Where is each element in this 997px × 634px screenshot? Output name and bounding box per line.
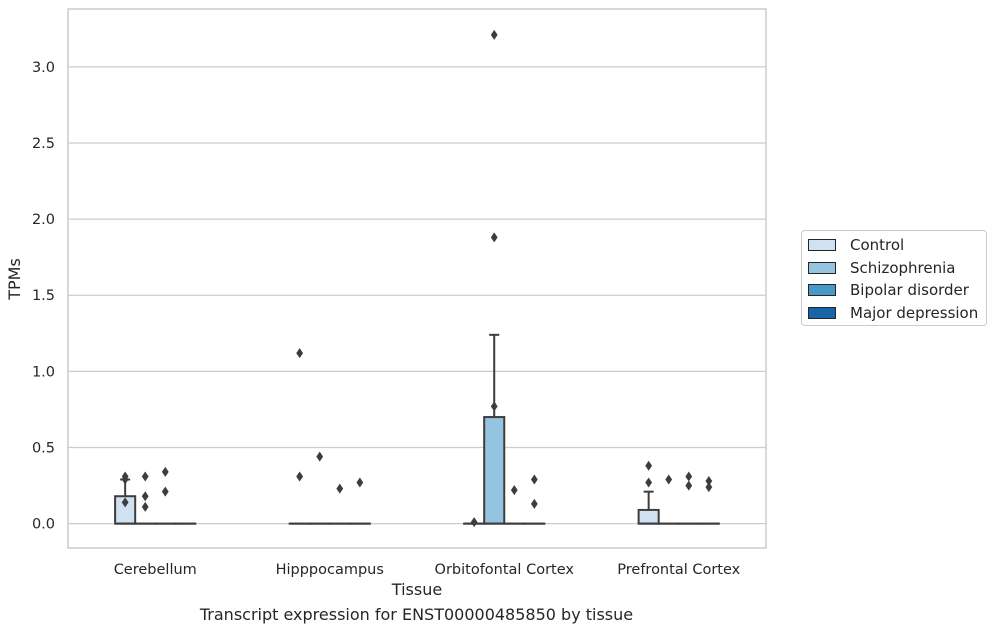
- legend-swatch-major-depression: [808, 307, 836, 319]
- legend: Control Schizophrenia Bipolar disorder M…: [801, 230, 987, 326]
- y-tick-labels: 0.0 0.5 1.0 1.5 2.0 2.5 3.0: [32, 60, 55, 533]
- box-bipolar-disorder-cerebellum-outlier-0: [161, 486, 169, 497]
- box-schizophrenia-cerebellum-outlier-1: [141, 491, 149, 502]
- box-control-cerebellum-outlier-2: [121, 471, 129, 482]
- legend-label-major-depression: Major depression: [850, 304, 979, 322]
- x-tick-label-orbitofontal-cortex: Orbitofontal Cortex: [435, 562, 575, 578]
- gridlines: [68, 66, 766, 525]
- y-axis-title: TPMs: [5, 258, 24, 301]
- box-schizophrenia-orbitofontal-cortex-outlier-0: [490, 29, 498, 40]
- box-bipolar-disorder-prefrontal-cortex-outlier-0: [685, 480, 693, 491]
- box-control-prefrontal-cortex: [637, 490, 660, 525]
- box-schizophrenia-cerebellum-outlier-0: [141, 501, 149, 512]
- box-control-hipppocampus-outlier-0: [296, 348, 304, 359]
- y-tick-label-1: 0.5: [32, 441, 55, 457]
- legend-item-bipolar-disorder: Bipolar disorder: [808, 280, 969, 300]
- box-bipolar-disorder-hipppocampus-outlier-0: [336, 483, 344, 494]
- x-tick-label-hipppocampus: Hipppocampus: [276, 562, 384, 578]
- legend-swatch-schizophrenia: [808, 262, 836, 274]
- legend-label-schizophrenia: Schizophrenia: [850, 259, 956, 277]
- legend-item-control: Control: [808, 235, 904, 255]
- box-control-hipppocampus-outlier-1: [296, 471, 304, 482]
- y-tick-label-0: 0.0: [32, 517, 55, 533]
- box-schizophrenia-orbitofontal-cortex-rect: [483, 416, 506, 525]
- legend-label-control: Control: [850, 236, 905, 254]
- box-control-prefrontal-cortex-outlier-0: [645, 477, 653, 488]
- x-tick-label-cerebellum: Cerebellum: [114, 562, 197, 578]
- legend-item-schizophrenia: Schizophrenia: [808, 258, 955, 278]
- outliers: [121, 29, 713, 528]
- y-tick-label-4: 2.0: [32, 212, 55, 228]
- y-tick-label-3: 1.5: [32, 288, 55, 304]
- box-control-orbitofontal-cortex-outlier-0: [470, 517, 478, 528]
- box-schizophrenia-cerebellum-outlier-2: [141, 471, 149, 482]
- box-control-cerebellum-outlier-0: [121, 497, 129, 508]
- legend-swatch-control: [808, 239, 836, 251]
- plot-frame: [67, 8, 767, 549]
- box-plots: [114, 333, 720, 525]
- y-tick-label-6: 3.0: [32, 60, 55, 76]
- box-major-depression-orbitofontal-cortex-outlier-1: [530, 474, 538, 485]
- box-control-prefrontal-cortex-outlier-1: [645, 460, 653, 471]
- chart-caption: Transcript expression for ENST0000048585…: [199, 605, 634, 624]
- box-major-depression-hipppocampus-outlier-0: [356, 477, 364, 488]
- box-schizophrenia-prefrontal-cortex-outlier-0: [665, 474, 673, 485]
- box-major-depression-prefrontal-cortex-outlier-0: [705, 482, 713, 493]
- box-schizophrenia-orbitofontal-cortex-outlier-1: [490, 232, 498, 243]
- legend-item-major-depression: Major depression: [808, 303, 978, 323]
- y-tick-label-5: 2.5: [32, 136, 55, 152]
- x-tick-labels: Cerebellum Hipppocampus Orbitofontal Corte…: [114, 562, 741, 578]
- box-bipolar-disorder-cerebellum-outlier-1: [161, 466, 169, 477]
- box-major-depression-orbitofontal-cortex-outlier-0: [530, 498, 538, 509]
- box-bipolar-disorder-orbitofontal-cortex-outlier-0: [510, 485, 518, 496]
- box-control-prefrontal-cortex-rect: [637, 508, 660, 525]
- box-control-cerebellum: [114, 478, 137, 525]
- box-bipolar-disorder-prefrontal-cortex-outlier-1: [685, 471, 693, 482]
- box-major-depression-prefrontal-cortex-outlier-1: [705, 476, 713, 487]
- x-axis-title: Tissue: [391, 580, 442, 599]
- legend-label-bipolar-disorder: Bipolar disorder: [850, 281, 969, 299]
- box-schizophrenia-orbitofontal-cortex: [483, 333, 506, 525]
- box-schizophrenia-orbitofontal-cortex-outlier-2: [490, 401, 498, 412]
- y-tick-label-2: 1.0: [32, 364, 55, 380]
- legend-swatch-bipolar-disorder: [808, 284, 836, 296]
- x-tick-label-prefrontal-cortex: Prefrontal Cortex: [617, 562, 740, 578]
- box-schizophrenia-hipppocampus-outlier-0: [316, 451, 324, 462]
